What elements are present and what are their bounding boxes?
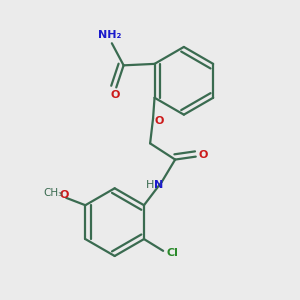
- Text: N: N: [154, 180, 164, 190]
- Text: O: O: [155, 116, 164, 126]
- Text: H: H: [146, 180, 154, 190]
- Text: O: O: [60, 190, 69, 200]
- Text: NH₂: NH₂: [98, 30, 121, 40]
- Text: O: O: [198, 150, 208, 160]
- Text: Cl: Cl: [166, 248, 178, 258]
- Text: O: O: [110, 90, 120, 100]
- Text: CH₃: CH₃: [43, 188, 63, 197]
